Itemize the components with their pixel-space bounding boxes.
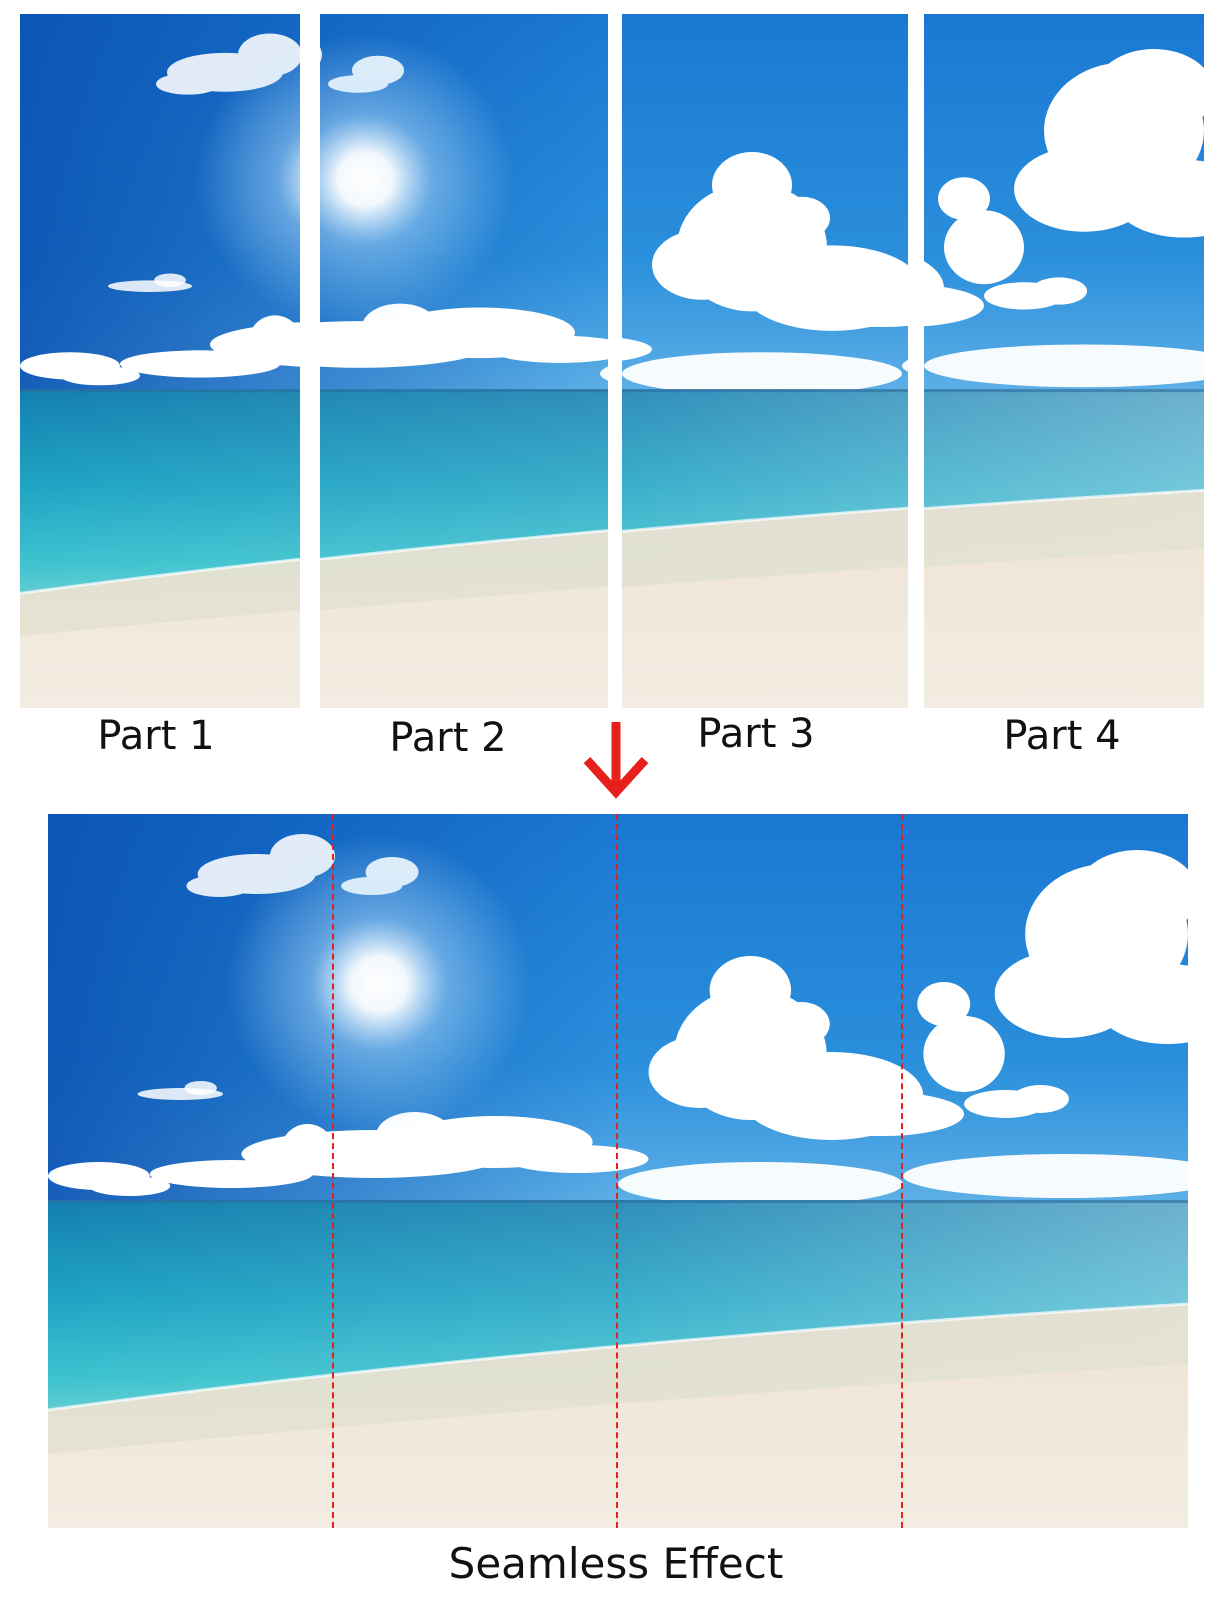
part-1-panel <box>20 14 300 708</box>
seam-line-1 <box>332 814 334 1528</box>
part-2-panel <box>320 14 608 708</box>
part-2-label: Part 2 <box>389 715 507 761</box>
part-1-label: Part 1 <box>97 713 215 759</box>
part-3-panel <box>622 14 908 708</box>
seamless-effect-caption: Seamless Effect <box>448 1539 784 1588</box>
arrow-down-icon <box>583 722 649 799</box>
seamless-result-image <box>48 814 1188 1528</box>
seam-line-2 <box>616 814 618 1528</box>
seam-line-3 <box>901 814 903 1528</box>
part-4-label: Part 4 <box>1003 713 1121 759</box>
part-3-label: Part 3 <box>697 711 815 757</box>
part-4-panel <box>924 14 1212 708</box>
